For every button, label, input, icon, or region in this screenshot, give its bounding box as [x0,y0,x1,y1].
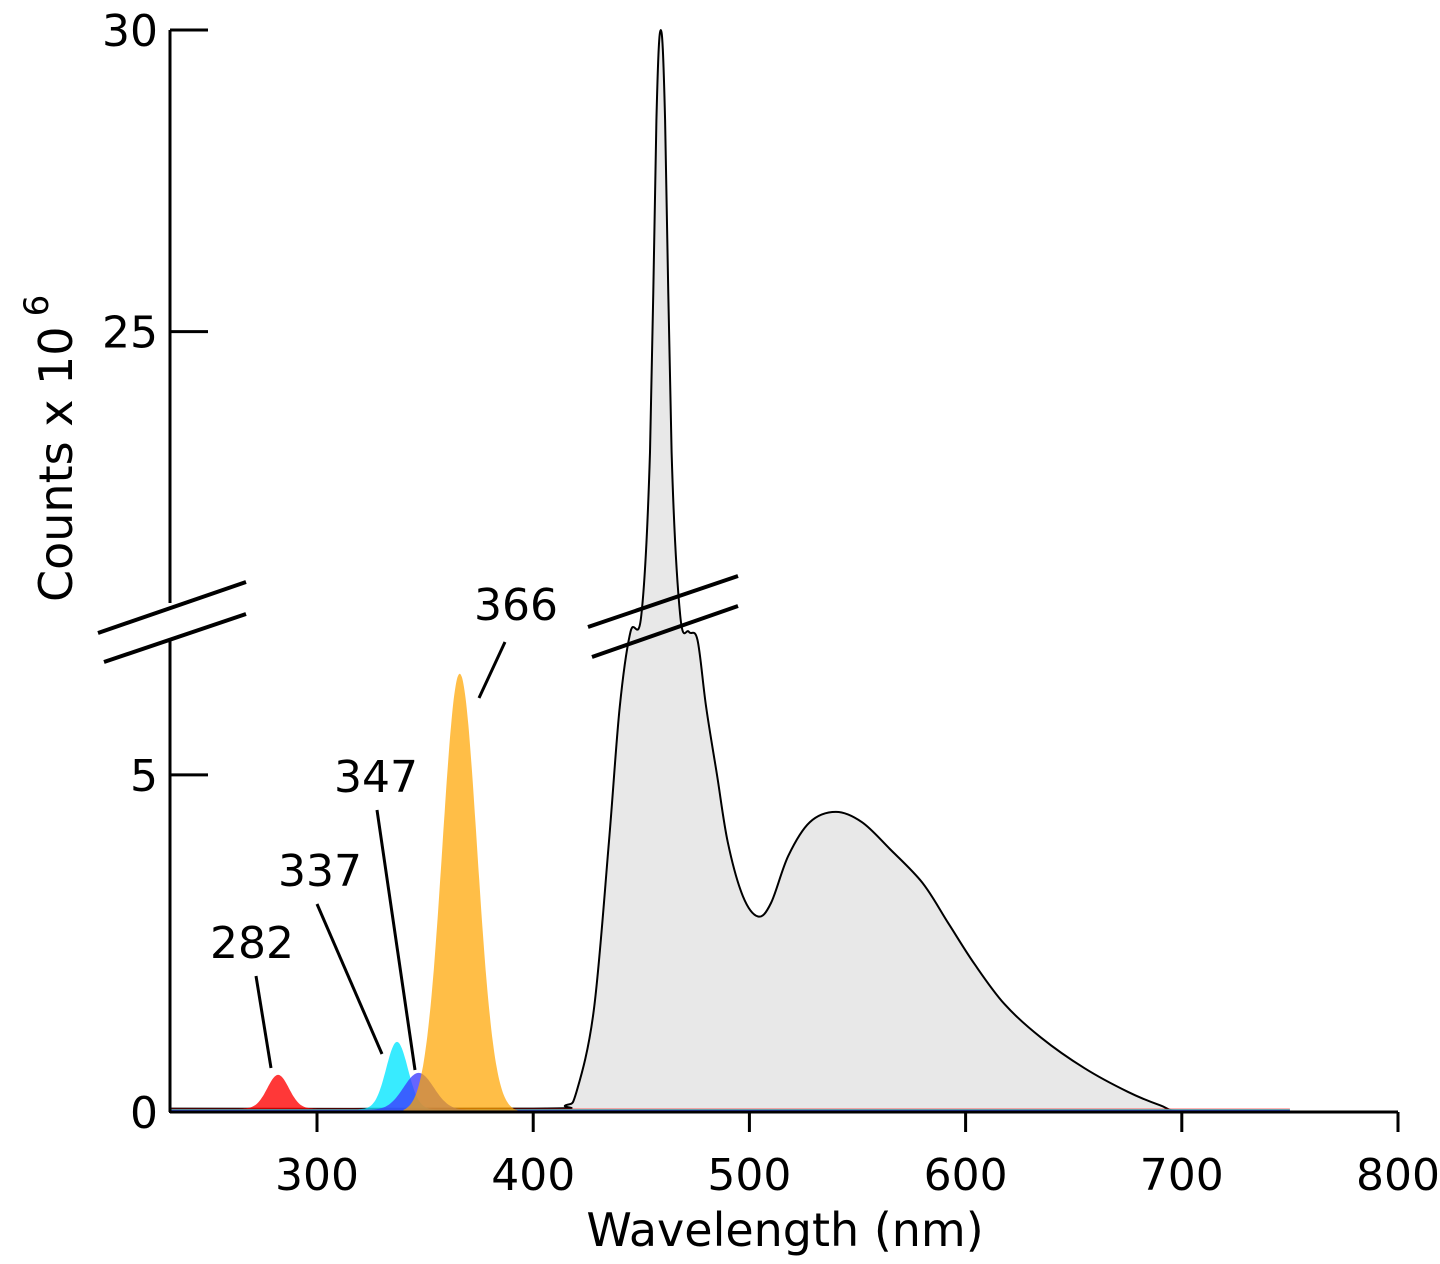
annotation-label-366: 366 [474,580,558,631]
y-tick-label-25: 25 [102,308,158,359]
peak-break-mark-bottom [591,604,739,659]
y-tick-label-5: 5 [130,751,158,802]
x-tick-label-300: 300 [275,1150,359,1201]
y-axis-title: Counts x 10 6 [17,295,83,602]
annotation-leader-337 [315,903,384,1055]
x-tick-label-700: 700 [1140,1150,1224,1201]
series-0-area [169,28,1290,1114]
peak-break-mark-top [587,574,739,629]
series-layer [169,28,1290,1114]
y-axis-break-mark-bottom [103,612,247,664]
y-axis-break-mark-top [97,580,247,635]
y-tick-label-30: 30 [102,6,158,57]
y-tick-label-0: 0 [130,1088,158,1139]
series-2-area [170,1041,1290,1112]
series-4-area [403,673,534,1112]
annotation-label-282: 282 [210,918,294,969]
annotation-leader-282 [254,975,273,1069]
axes [97,30,1398,1114]
y-axis-title-exponent: 6 [17,295,57,317]
x-tick-label-400: 400 [491,1150,575,1201]
annotation-leader-366 [477,641,507,699]
y-axis-title-main: Counts x 10 [29,326,83,602]
x-tick-label-500: 500 [707,1150,791,1201]
x-tick-label-600: 600 [924,1150,1008,1201]
x-tick-label-800: 800 [1356,1150,1440,1201]
annotation-label-337: 337 [278,846,362,897]
annotation-label-347: 347 [334,752,418,803]
annotation-leader-347 [375,809,417,1071]
ticks: 300 400 500 600 700 800 0 5 25 30 [102,6,1440,1201]
y-axis-title-group: Counts x 10 6 [17,295,83,602]
x-axis-title: Wavelength (nm) [586,1203,983,1257]
series-1-area [170,1074,1290,1112]
peak-annotations: 282 337 347 366 [210,580,558,1071]
